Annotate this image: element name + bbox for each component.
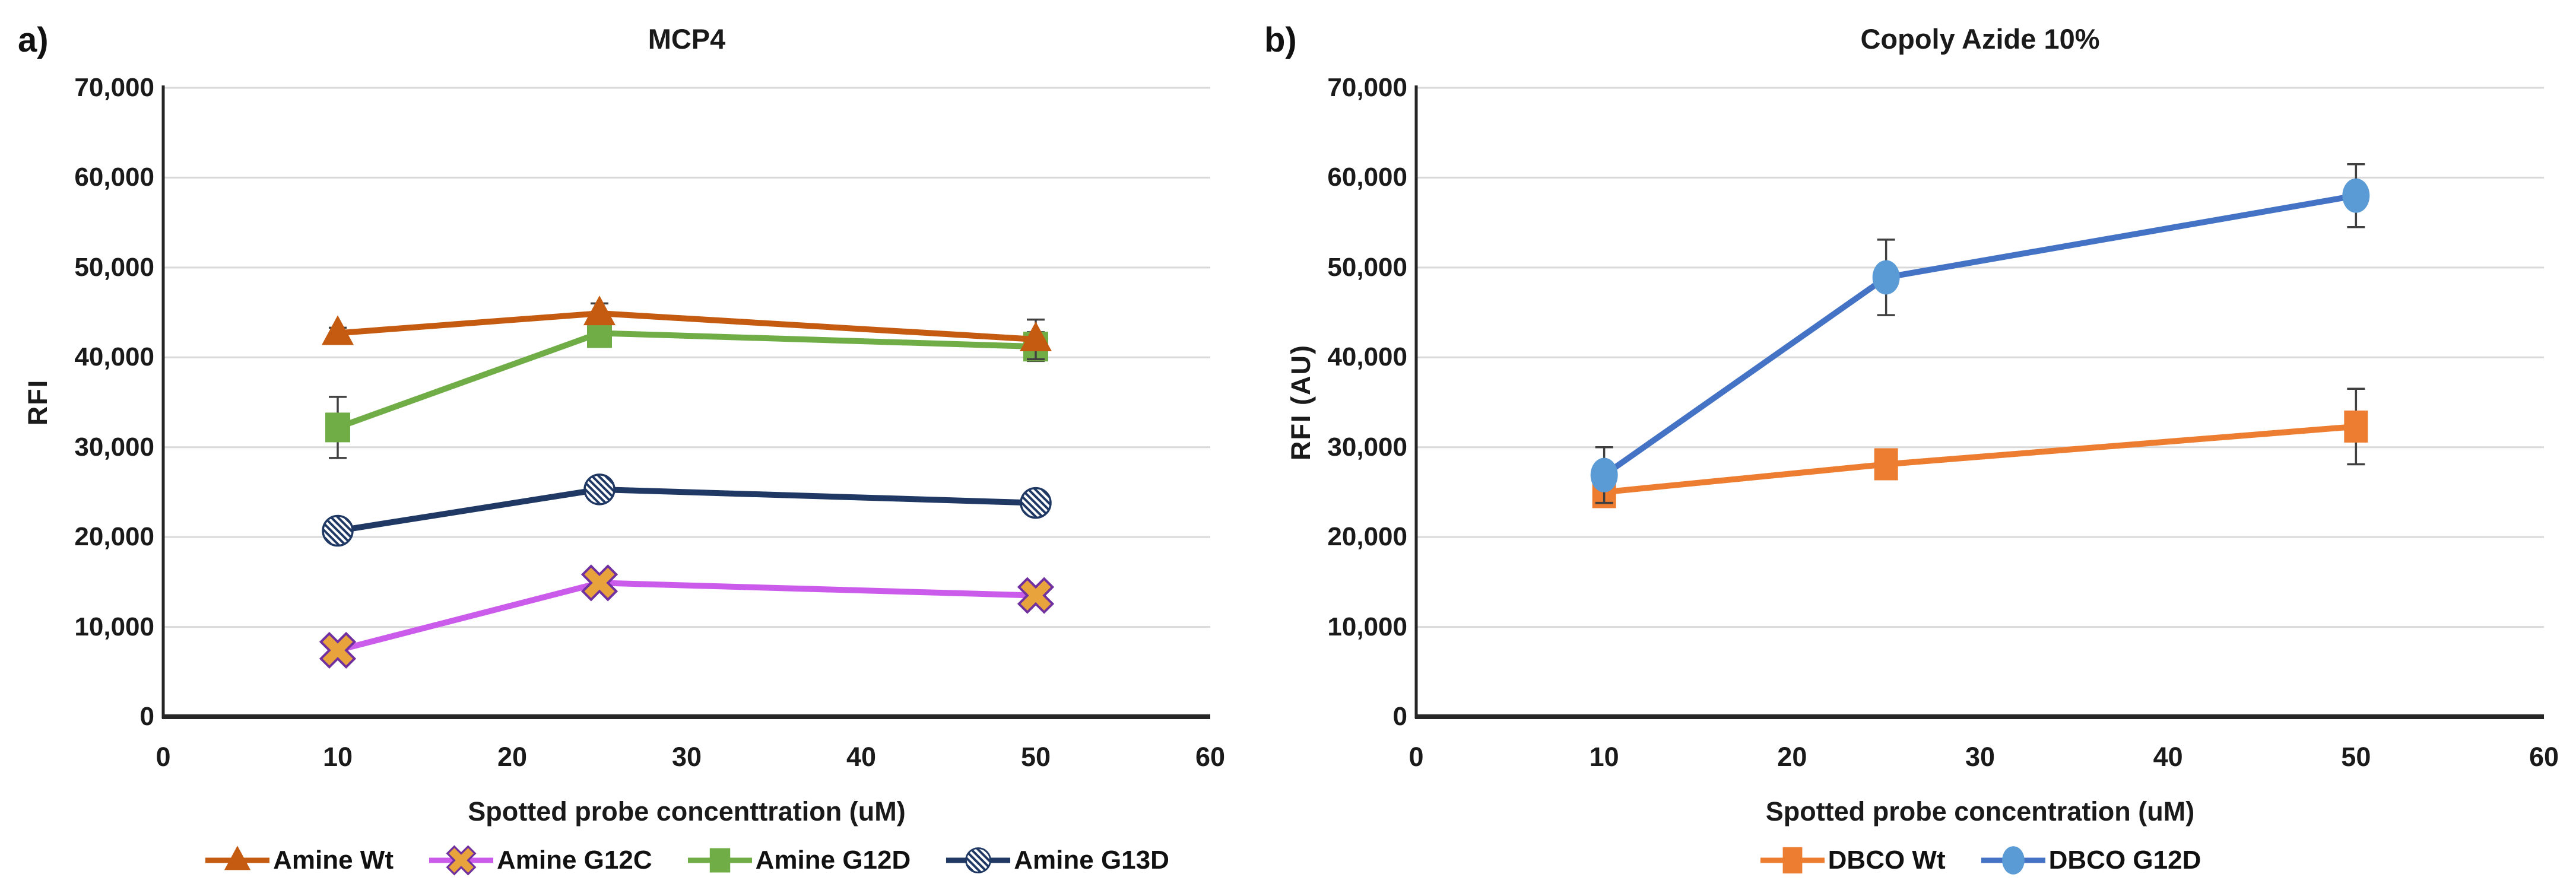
y-tick-label: 70,000	[1327, 73, 1407, 102]
legend-item-dbco-g12d: DBCO G12D	[1980, 845, 2201, 876]
series-amine-g12c	[319, 564, 1055, 669]
marker	[1872, 260, 1900, 295]
y-tick-label: 70,000	[74, 73, 154, 102]
legend-label: Amine G13D	[1014, 846, 1169, 875]
x-tick-label: 0	[156, 742, 171, 772]
legend-b: DBCO Wt DBCO G12D	[1416, 845, 2544, 876]
y-tick-label: 50,000	[1327, 252, 1407, 282]
legend-marker-shape	[1782, 847, 1803, 874]
x-tick-label: 40	[2153, 742, 2183, 772]
y-tick-label: 60,000	[1327, 163, 1407, 192]
legend-marker-icon	[1759, 845, 1826, 876]
y-tick-label: 10,000	[74, 612, 154, 641]
series-line	[335, 330, 1039, 431]
legend-marker-icon	[428, 845, 494, 876]
legend-marker-shape	[224, 846, 251, 870]
y-tick-label: 30,000	[1327, 432, 1407, 462]
x-tick-label: 60	[1195, 742, 1226, 772]
legend-marker-shape	[965, 847, 992, 873]
panel-label-b: b)	[1264, 21, 1297, 59]
y-tick-label: 0	[139, 702, 154, 731]
series-amine-wt	[322, 295, 1052, 361]
plot-area-a	[161, 85, 1210, 719]
legend-marker-shape	[709, 848, 730, 873]
marker	[325, 412, 350, 443]
chart-title-a: MCP4	[648, 23, 726, 55]
legend-marker-icon	[945, 845, 1011, 876]
marker	[583, 473, 616, 506]
marker	[319, 631, 357, 669]
legend-marker-icon	[1980, 845, 2047, 876]
y-tick-label: 20,000	[74, 522, 154, 552]
series-amine-g13d	[322, 473, 1052, 547]
legend-item-dbco-wt: DBCO Wt	[1759, 845, 1946, 876]
x-tick-label: 0	[1408, 742, 1424, 772]
legend-item-amine-g12c: Amine G12C	[428, 845, 652, 876]
y-tick-label: 40,000	[1327, 342, 1407, 372]
x-tick-label: 50	[2341, 742, 2371, 772]
series-amine-g12d	[325, 318, 1048, 459]
series-line	[335, 486, 1039, 534]
x-tick-label: 30	[671, 742, 702, 772]
x-tick-label: 40	[846, 742, 877, 772]
x-tick-label: 10	[1589, 742, 1619, 772]
marker	[322, 514, 354, 547]
y-tick-label: 60,000	[74, 163, 154, 192]
x-axis-title-a: Spotted probe concenttration (uM)	[468, 796, 906, 827]
legend-label: Amine G12D	[755, 846, 911, 875]
x-tick-label: 60	[2529, 742, 2559, 772]
legend-marker-shape	[446, 845, 477, 876]
x-tick-label: 10	[322, 742, 353, 772]
x-axis-title-b: Spotted probe concentration (uM)	[1765, 796, 2195, 827]
panel-label-a: a)	[18, 21, 49, 59]
x-tick-label: 20	[1777, 742, 1807, 772]
marker	[1017, 577, 1055, 614]
marker	[1020, 487, 1052, 519]
legend-label: Amine Wt	[273, 846, 394, 875]
x-tick-label: 20	[497, 742, 528, 772]
chart-title-b: Copoly Azide 10%	[1860, 23, 2100, 55]
y-tick-label: 30,000	[74, 432, 154, 462]
legend-marker-icon	[204, 845, 271, 876]
legend-item-amine-g12d: Amine G12D	[687, 845, 911, 876]
marker	[580, 564, 618, 602]
x-tick-label: 30	[1965, 742, 1996, 772]
marker	[1590, 457, 1618, 492]
plot-area-b	[1414, 85, 2544, 719]
marker	[2342, 178, 2370, 213]
legend-label: DBCO G12D	[2048, 846, 2201, 875]
marker	[2344, 410, 2368, 443]
marker	[1020, 322, 1052, 351]
series-line	[335, 580, 1039, 653]
chart-panel-a: a) MCP4 RFI 0 10,000 20,000 30,000 40,000 50,…	[0, 0, 1246, 890]
series-line	[1601, 423, 2359, 495]
marker	[322, 315, 354, 345]
y-tick-label: 10,000	[1327, 612, 1407, 641]
legend-marker-icon	[687, 845, 753, 876]
series-dbco-g12d	[1590, 163, 2370, 504]
y-tick-label: 20,000	[1327, 522, 1407, 552]
legend-marker-shape	[2001, 846, 2025, 875]
legend-label: Amine G12C	[496, 846, 652, 875]
legend-item-amine-wt: Amine Wt	[204, 845, 394, 876]
series-dbco-wt	[1592, 387, 2368, 508]
marker	[583, 295, 616, 326]
x-tick-label: 50	[1020, 742, 1051, 772]
y-tick-label: 40,000	[74, 342, 154, 372]
marker	[1874, 448, 1898, 481]
legend-item-amine-g13d: Amine G13D	[945, 845, 1169, 876]
y-tick-label: 50,000	[74, 252, 154, 282]
chart-panel-b: b) Copoly Azide 10% RFI (AU) 0 10,000 20,0…	[1246, 0, 2576, 890]
y-tick-label: 0	[1392, 702, 1407, 731]
legend-label: DBCO Wt	[1828, 846, 1946, 875]
legend-a: Amine Wt Amine G12C Amine G12D Amine G13…	[163, 845, 1210, 876]
